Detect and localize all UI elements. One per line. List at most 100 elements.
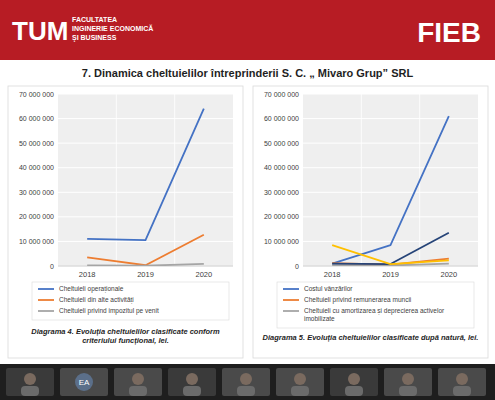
logo-line: ŞI BUSINESS bbox=[72, 34, 117, 42]
participant-tile bbox=[222, 368, 270, 396]
logo-line: INGINERIE ECONOMICĂ bbox=[72, 24, 153, 32]
text-line: Cheltuieli din alte activități bbox=[59, 296, 134, 304]
participant-face bbox=[240, 373, 252, 385]
participant-tile bbox=[114, 368, 162, 396]
legend-swatch bbox=[38, 288, 54, 290]
grid-line bbox=[303, 143, 478, 144]
y-tick-label: 60 000 000 bbox=[264, 115, 299, 122]
text-line: Cheltuieli operaționale bbox=[59, 285, 124, 293]
category-divider bbox=[361, 94, 362, 266]
plot-area bbox=[58, 94, 233, 266]
x-tick-label: 2018 bbox=[324, 270, 341, 279]
grid-line bbox=[58, 192, 233, 193]
y-tick-label: 70 000 000 bbox=[19, 91, 54, 98]
legend: Cheltuieli operaționale Cheltuieli din al… bbox=[32, 282, 229, 320]
y-tick-label: 10 000 000 bbox=[264, 238, 299, 245]
series-line bbox=[87, 109, 204, 240]
legend-label: Costul vânzărilor bbox=[304, 285, 353, 292]
y-tick-label: 50 000 000 bbox=[264, 140, 299, 147]
category-divider bbox=[174, 94, 175, 266]
participant-body bbox=[183, 386, 201, 396]
participant-body bbox=[453, 386, 471, 396]
participant-tile bbox=[6, 368, 54, 396]
legend-swatch bbox=[283, 310, 299, 312]
series-group bbox=[87, 109, 204, 266]
grid-line bbox=[58, 167, 233, 168]
y-tick-label: 70 000 000 bbox=[264, 91, 299, 98]
text-line: Cheltuieli cu amortizarea și deprecierea… bbox=[304, 307, 445, 315]
x-tick-label: 2020 bbox=[440, 270, 457, 279]
text-line: Diagrama 4. Evoluția cheltuielilor clasi… bbox=[31, 327, 220, 336]
x-tick-label: 2018 bbox=[79, 270, 96, 279]
grid-line bbox=[303, 192, 478, 193]
y-tick-label: 50 000 000 bbox=[19, 140, 54, 147]
series-line bbox=[332, 245, 449, 264]
participant-face bbox=[348, 373, 360, 385]
legend-swatch bbox=[38, 310, 54, 312]
participant-face bbox=[186, 373, 198, 385]
logo: TUM bbox=[12, 16, 68, 46]
y-tick-label: 0 bbox=[295, 263, 299, 270]
grid-line bbox=[303, 118, 478, 119]
y-tick-label: 20 000 000 bbox=[264, 213, 299, 220]
chart-panel: 0 10 000 000 20 000 000 30 000 000 40 000 00… bbox=[253, 86, 488, 358]
participant-face bbox=[402, 373, 414, 385]
series-line bbox=[87, 235, 204, 265]
grid-line bbox=[303, 94, 478, 95]
series-line bbox=[332, 233, 449, 264]
series-group bbox=[332, 116, 449, 265]
y-tick-label: 0 bbox=[50, 263, 54, 270]
grid-line bbox=[58, 94, 233, 95]
badge: FIEB bbox=[417, 17, 481, 48]
grid-line bbox=[58, 216, 233, 217]
participant-face bbox=[132, 373, 144, 385]
page: TUMFACULTATEAINGINERIE ECONOMICĂŞI BUSIN… bbox=[0, 0, 495, 400]
participant-face bbox=[456, 373, 468, 385]
participant-body bbox=[399, 386, 417, 396]
participant-tile bbox=[168, 368, 216, 396]
y-tick-label: 40 000 000 bbox=[264, 164, 299, 171]
panel-frame bbox=[253, 86, 488, 358]
y-tick-label: 20 000 000 bbox=[19, 213, 54, 220]
participant-body bbox=[291, 386, 309, 396]
text-line: Cheltuieli privind remunerarea muncii bbox=[304, 296, 411, 304]
legend-frame bbox=[277, 282, 474, 328]
chart-panel: 010 000 00020 000 00030 000 00040 000 00… bbox=[8, 86, 243, 358]
participant-body bbox=[237, 386, 255, 396]
panel-frame bbox=[8, 86, 243, 358]
legend-label: Cheltuieli operaționale bbox=[59, 285, 124, 293]
slide-title: 7. Dinamica cheltuielilor întreprinderii… bbox=[82, 67, 414, 79]
header-band bbox=[0, 0, 495, 60]
grid-line bbox=[303, 216, 478, 217]
y-tick-label: 30 000 000 bbox=[19, 189, 54, 196]
grid-line bbox=[303, 167, 478, 168]
text-line: criteriului funcțional, lei. bbox=[82, 336, 169, 345]
grid-line bbox=[58, 118, 233, 119]
series-line bbox=[87, 264, 204, 266]
x-tick-label: 2019 bbox=[382, 270, 399, 279]
y-tick-label: 30 000 000 bbox=[264, 189, 299, 196]
legend-label: Cheltuieli privind impozitul pe venit bbox=[59, 307, 159, 315]
participant-body bbox=[21, 386, 39, 396]
legend-label: Cheltuieli din alte activități bbox=[59, 296, 134, 304]
caption: Diagrama 5. Evoluția cheltuielilor clasi… bbox=[263, 333, 479, 342]
participant-initials: EA bbox=[79, 378, 90, 387]
participant-tile bbox=[60, 368, 108, 396]
text-line: imobilizate bbox=[304, 315, 335, 322]
y-tick-label: 10 000 000 bbox=[19, 238, 54, 245]
participant-face bbox=[294, 373, 306, 385]
series-line bbox=[332, 116, 449, 263]
legend-frame bbox=[32, 282, 229, 320]
plot-area bbox=[303, 94, 478, 266]
y-tick-label: 60 000 000 bbox=[19, 115, 54, 122]
text-line: Costul vânzărilor bbox=[304, 285, 353, 292]
participant-tile bbox=[330, 368, 378, 396]
participant-tile bbox=[438, 368, 486, 396]
x-tick-label: 2019 bbox=[137, 270, 154, 279]
participant-tile bbox=[276, 368, 324, 396]
legend: Costul vânzărilor Cheltuieli privind remu… bbox=[277, 282, 474, 328]
participant-face bbox=[24, 373, 36, 385]
text-line: Diagrama 5. Evoluția cheltuielilor clasi… bbox=[263, 333, 479, 342]
background bbox=[0, 0, 495, 400]
participant-body bbox=[129, 386, 147, 396]
